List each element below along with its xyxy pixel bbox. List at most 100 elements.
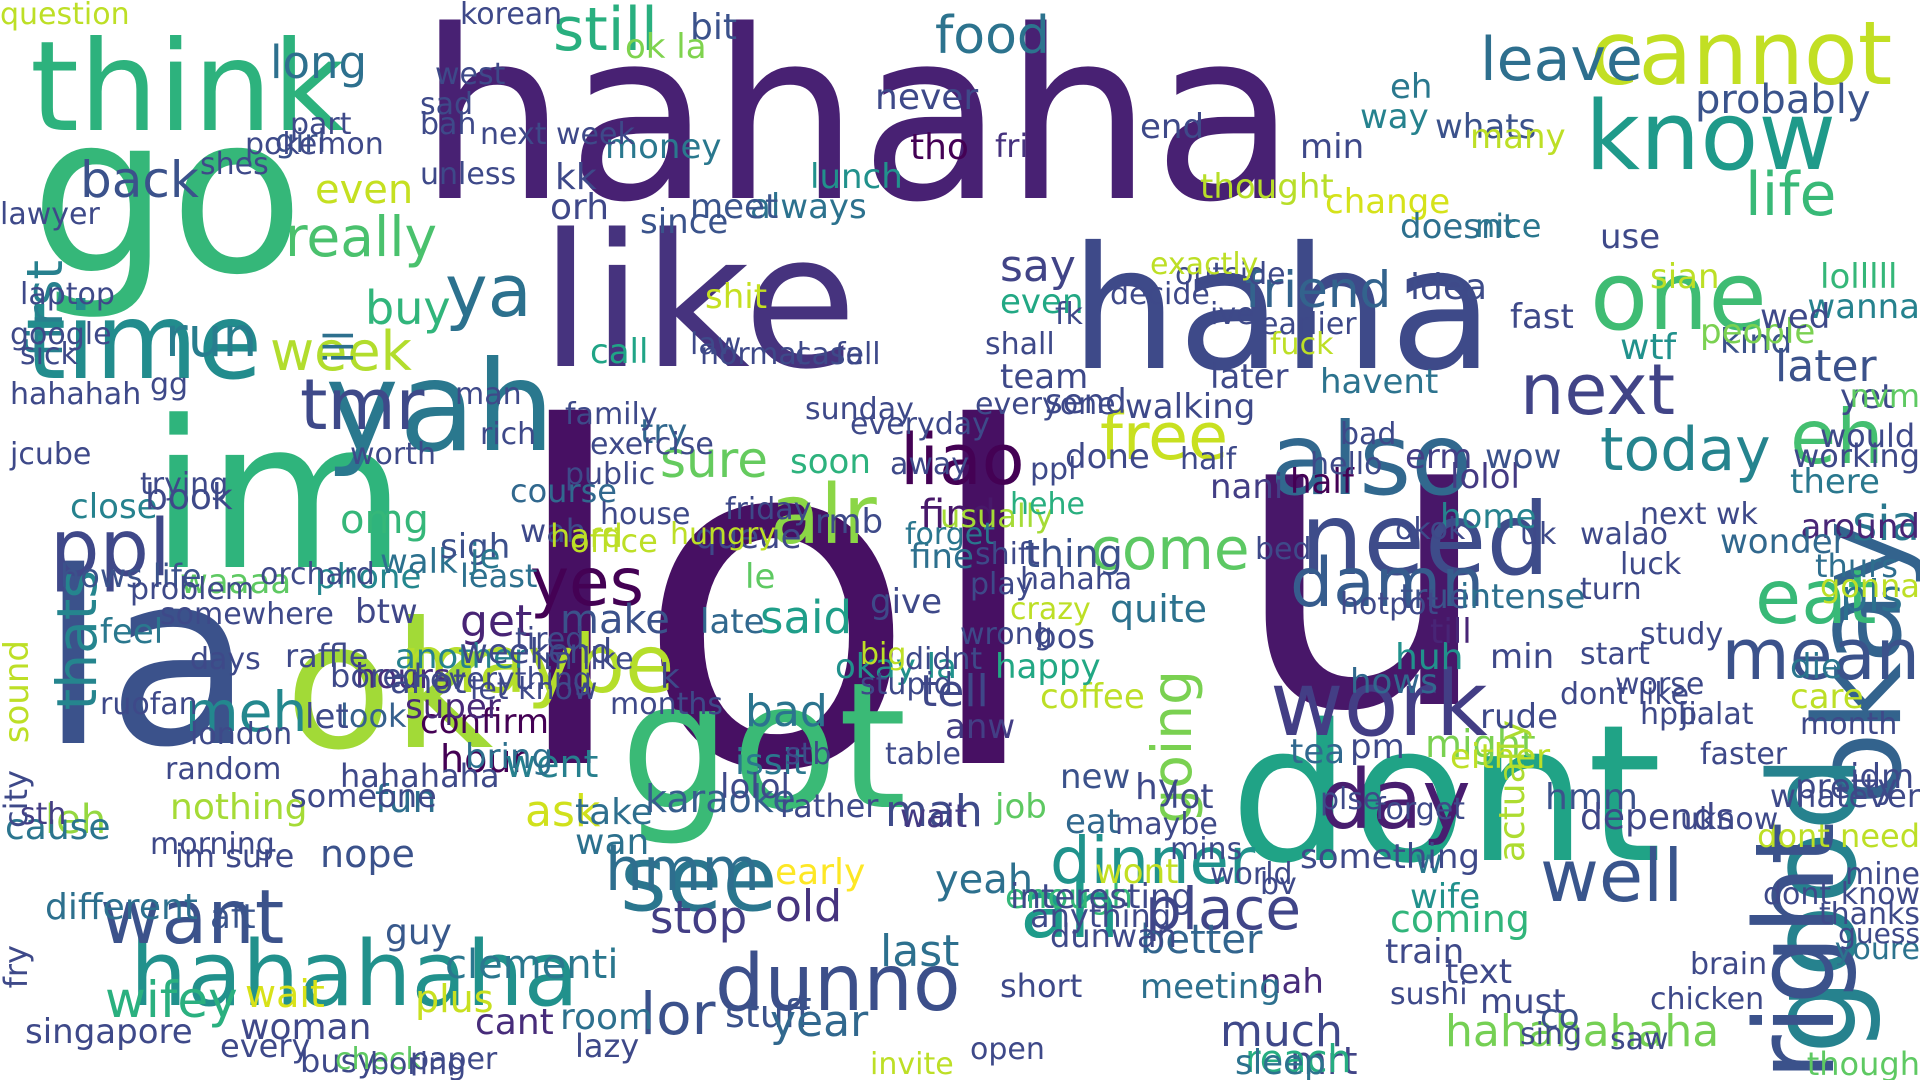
word-cloud-word: bored (330, 657, 423, 695)
word-cloud-word: room (560, 997, 654, 1038)
word-cloud-word: pls (1840, 571, 1904, 622)
word-cloud-word: one (1590, 242, 1767, 352)
word-cloud-word: away (890, 447, 970, 482)
word-cloud-word: sian (1650, 257, 1720, 297)
word-cloud-word: le (745, 557, 776, 597)
word-cloud-word: lawyer (0, 197, 100, 232)
word-cloud-word: even (315, 167, 414, 213)
word-cloud-word: week (270, 320, 412, 383)
word-cloud-word: year (770, 996, 869, 1047)
word-cloud-word: tired (515, 622, 585, 657)
word-cloud-word: crazy (1010, 592, 1091, 627)
word-cloud-word: woman (240, 1007, 372, 1048)
word-cloud-word: eh (1790, 393, 1884, 481)
word-cloud-word: damn (1290, 544, 1485, 623)
word-cloud-word: let (305, 697, 349, 737)
word-cloud-word: fry (0, 945, 35, 989)
word-cloud-word: send (1045, 382, 1127, 422)
word-cloud-word: omg (340, 497, 429, 543)
word-cloud-word: everything (430, 662, 592, 697)
word-cloud-word: pokemon (245, 127, 384, 162)
word-cloud-word: bad (745, 686, 828, 737)
word-cloud-word: wow (1485, 437, 1562, 477)
word-cloud-word: google (10, 317, 112, 352)
word-cloud-word: late (700, 602, 765, 642)
word-cloud-word: decide (1110, 277, 1210, 312)
word-cloud-word: many (1470, 117, 1566, 157)
word-cloud-word: ppl (50, 504, 171, 594)
word-cloud-word: eat (1065, 802, 1121, 842)
word-cloud-word: till (1430, 612, 1472, 652)
word-cloud-word: really (285, 205, 438, 269)
word-cloud-word: wan (575, 822, 650, 863)
word-cloud-word: forget (905, 517, 995, 552)
word-cloud-word: west (435, 57, 506, 92)
word-cloud-word: shift (975, 537, 1040, 572)
word-cloud-word: table (885, 737, 961, 772)
word-cloud-word: jcube (10, 437, 92, 472)
word-cloud-word: work (1270, 652, 1488, 757)
word-cloud-word: cause (5, 807, 111, 848)
word-cloud-word: come (1090, 515, 1250, 583)
word-cloud-word: case (795, 337, 864, 372)
word-cloud-word: got (620, 646, 907, 849)
word-cloud-word: bos (1035, 617, 1096, 657)
word-cloud-word: ah (1020, 863, 1120, 956)
word-cloud-word: even (1000, 282, 1084, 322)
word-cloud-word: leh (45, 797, 107, 843)
word-cloud-word: fun (375, 777, 437, 821)
word-cloud-word: wah (520, 512, 587, 550)
word-cloud-word: sure (660, 431, 768, 489)
word-cloud-word: sth (20, 797, 67, 832)
word-cloud-word: make (560, 597, 670, 643)
word-cloud-word: plse (1320, 782, 1382, 817)
word-cloud-word: hour (440, 737, 528, 781)
word-cloud-word: rude (1480, 697, 1559, 737)
word-cloud-word: dunwan (1050, 917, 1177, 955)
word-cloud-word: fine (910, 537, 974, 577)
word-cloud-word: study (1640, 617, 1724, 652)
word-cloud-word: fuck (1270, 327, 1334, 362)
word-cloud-word: nothing (170, 787, 308, 828)
word-cloud-word: law (690, 327, 742, 362)
word-cloud-word: orchard (260, 557, 375, 592)
word-cloud-word: rather (780, 787, 879, 825)
word-cloud-word: text (1445, 952, 1513, 992)
word-cloud-word: people (1700, 312, 1816, 352)
word-cloud-word: take (575, 792, 653, 833)
word-cloud-word: hmm (605, 835, 760, 905)
word-cloud-word: look (340, 697, 407, 735)
word-cloud-word: kind (1720, 322, 1793, 362)
word-cloud-word: coffee (1040, 677, 1145, 717)
word-cloud-word: usually (940, 497, 1054, 535)
word-cloud-word: fast (1510, 297, 1574, 337)
word-cloud-word: friday (725, 492, 812, 527)
word-cloud-word: sick (20, 337, 78, 372)
word-cloud-word: hard (550, 517, 623, 555)
word-cloud-word: im like (535, 642, 634, 677)
word-cloud-word: someone (290, 777, 437, 815)
word-cloud-word: hungry (670, 517, 777, 552)
word-cloud-word: home (1440, 497, 1537, 537)
word-cloud-word: rmb (815, 502, 884, 542)
word-cloud-word: erm (1405, 437, 1473, 477)
word-cloud-word: hahahahaha (1445, 1006, 1720, 1057)
word-cloud-word: luck (1620, 547, 1682, 582)
word-cloud-word: okok (1395, 512, 1466, 547)
word-cloud-word: faster (1700, 737, 1788, 772)
word-cloud-word: hy (1135, 767, 1180, 808)
word-cloud-word: huh (1395, 637, 1464, 678)
word-cloud-word: start (1580, 637, 1650, 672)
word-cloud-word: exactly (1150, 247, 1259, 282)
word-cloud-word: stupid (860, 667, 953, 702)
word-cloud-word: nah (1260, 962, 1324, 1002)
word-cloud-word: dont like (1560, 677, 1690, 712)
word-cloud-word: saw (1610, 1022, 1669, 1057)
word-cloud-word: job (995, 787, 1047, 827)
word-cloud-word: bed (1255, 532, 1312, 567)
word-cloud-word: end (1140, 107, 1205, 147)
word-cloud-word: singapore (25, 1012, 193, 1052)
word-cloud-word: next week (480, 117, 635, 152)
word-cloud-word: big (860, 637, 907, 672)
word-cloud-word: waaaa (180, 562, 292, 602)
